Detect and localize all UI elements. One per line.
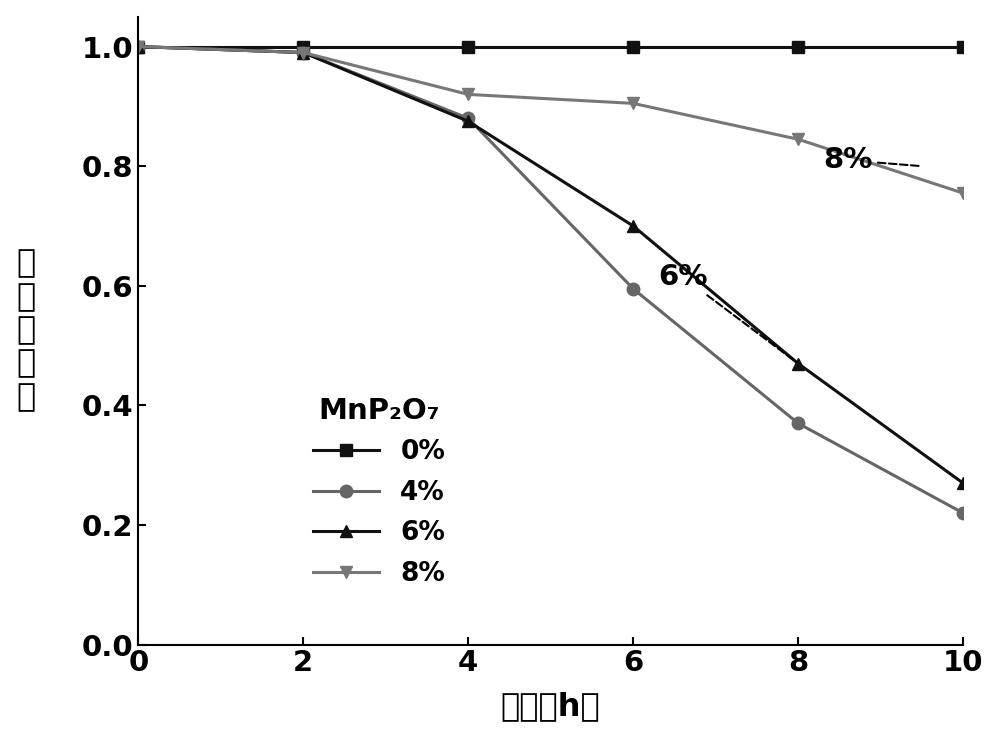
Text: 6%: 6% xyxy=(658,263,796,362)
Text: 8%: 8% xyxy=(823,146,919,174)
X-axis label: 时间（h）: 时间（h） xyxy=(501,691,601,722)
Y-axis label: 苯
残
留
含
量: 苯 残 留 含 量 xyxy=(17,248,36,413)
Legend: 0%, 4%, 6%, 8%: 0%, 4%, 6%, 8% xyxy=(300,384,458,600)
